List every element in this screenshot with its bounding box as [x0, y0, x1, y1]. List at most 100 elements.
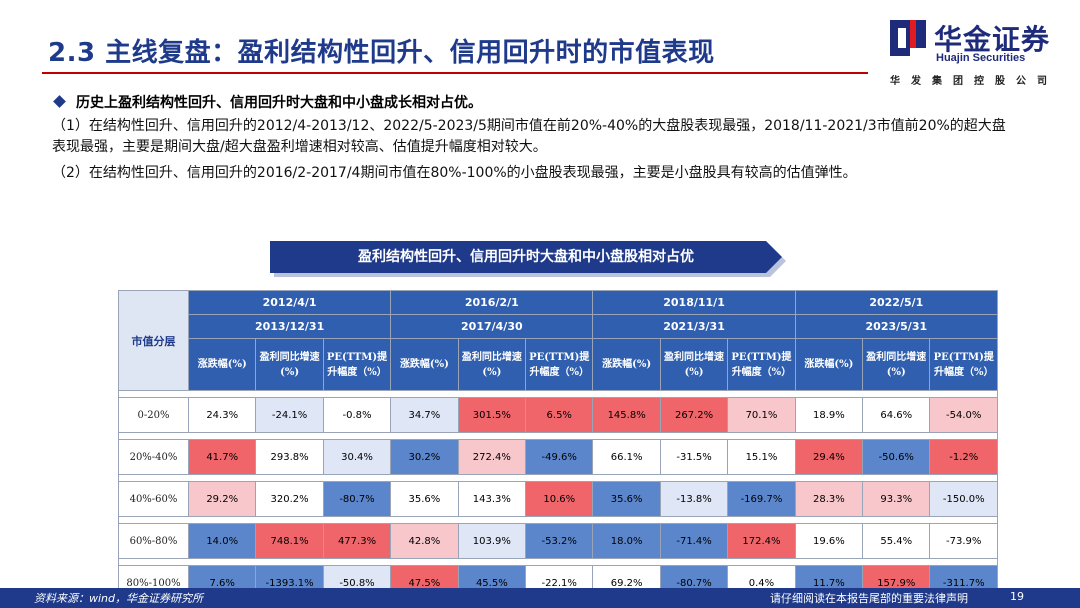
- table-cell: 172.4%: [727, 523, 796, 559]
- period-end-header: 2017/4/30: [390, 314, 594, 339]
- table-cell: 143.3%: [457, 481, 527, 517]
- table-cell: 301.5%: [457, 397, 527, 433]
- table-cell: 55.4%: [862, 523, 931, 559]
- brand-logo: 华金证券 Huajin Securities 华发集团控股公司: [890, 18, 1065, 90]
- table-cell: -71.4%: [659, 523, 729, 559]
- row-label: 20%-40%: [118, 439, 189, 475]
- row-spacer: [118, 558, 998, 566]
- row-label: 0-20%: [118, 397, 189, 433]
- table-cell: 748.1%: [255, 523, 324, 559]
- period-start-header: 2022/5/1: [794, 290, 999, 315]
- metric-header: 盈利同比增速(%): [457, 338, 527, 391]
- row-spacer: [118, 432, 998, 440]
- page-title: 2.3 主线复盘：盈利结构性回升、信用回升时的市值表现: [48, 38, 715, 68]
- table-cell: 29.2%: [187, 481, 257, 517]
- row-spacer: [118, 474, 998, 482]
- metric-header: 涨跌幅(%): [794, 338, 864, 391]
- metric-header: 涨跌幅(%): [390, 338, 459, 391]
- row-spacer: [118, 390, 998, 398]
- metric-header: PE(TTM)提升幅度（%）: [322, 338, 392, 391]
- table-cell: 272.4%: [457, 439, 527, 475]
- table-cell: 93.3%: [862, 481, 931, 517]
- table-cell: 19.6%: [794, 523, 864, 559]
- logo-chinese-name: 华金证券: [934, 23, 1051, 56]
- table-row: 40%-60% 29.2% 320.2% -80.7% 35.6% 143.3% 10.6%…: [118, 481, 998, 517]
- table-banner: 盈利结构性回升、信用回升时大盘和中小盘股相对占优: [270, 241, 790, 281]
- table-cell: 6.5%: [525, 397, 594, 433]
- table-cell: 35.6%: [390, 481, 459, 517]
- table-cell: 66.1%: [592, 439, 661, 475]
- metric-header: 盈利同比增速(%): [659, 338, 729, 391]
- period-end-header: 2023/5/31: [794, 314, 999, 339]
- table-cell: -13.8%: [659, 481, 729, 517]
- table-cell: 15.1%: [727, 439, 796, 475]
- table-cell: 14.0%: [187, 523, 257, 559]
- table-cell: -50.6%: [862, 439, 931, 475]
- period-start-header: 2012/4/1: [187, 290, 392, 315]
- metric-header: PE(TTM)提升幅度（%）: [525, 338, 594, 391]
- row-spacer: [118, 516, 998, 524]
- table-cell: 29.4%: [794, 439, 864, 475]
- table-cell: 30.2%: [390, 439, 459, 475]
- table-row: 20%-40% 41.7% 293.8% 30.4% 30.2% 272.4% -49.6%…: [118, 439, 998, 475]
- table-row: 60%-80% 14.0% 748.1% 477.3% 42.8% 103.9% -53.2…: [118, 523, 998, 559]
- summary-paragraph-1: （1）在结构性回升、信用回升的2012/4-2013/12、2022/5-202…: [52, 118, 1006, 155]
- row-label: 40%-60%: [118, 481, 189, 517]
- table-cell: -73.9%: [929, 523, 998, 559]
- metric-header: 盈利同比增速(%): [255, 338, 324, 391]
- metric-header: 涨跌幅(%): [592, 338, 661, 391]
- logo-subtitle: 华发集团控股公司: [890, 76, 1058, 87]
- huajin-logo-icon: [890, 20, 926, 56]
- table-cell: 28.3%: [794, 481, 864, 517]
- metric-header: 涨跌幅(%): [187, 338, 257, 391]
- table-cell: 24.3%: [187, 397, 257, 433]
- table-cell: 35.6%: [592, 481, 661, 517]
- table-cell: 10.6%: [525, 481, 594, 517]
- summary-paragraph-2: （2）在结构性回升、信用回升的2016/2-2017/4期间市值在80%-100…: [52, 165, 857, 181]
- period-end-header: 2013/12/31: [187, 314, 392, 339]
- table-cell: -80.7%: [322, 481, 392, 517]
- table-cell: 70.1%: [727, 397, 796, 433]
- table-cell: -0.8%: [322, 397, 392, 433]
- table-cell: 18.9%: [794, 397, 864, 433]
- summary-bullet: 历史上盈利结构性回升、信用回升时大盘和中小盘成长相对占优。: [53, 92, 482, 112]
- period-end-header: 2021/3/31: [592, 314, 796, 339]
- banner-title: 盈利结构性回升、信用回升时大盘和中小盘股相对占优: [358, 249, 694, 265]
- table-cell: -150.0%: [929, 481, 998, 517]
- table-cell: 41.7%: [187, 439, 257, 475]
- table-cell: 103.9%: [457, 523, 527, 559]
- table-row: 0-20% 24.3% -24.1% -0.8% 34.7% 301.5% 6.5% 145.…: [118, 397, 998, 433]
- table-cell: -24.1%: [255, 397, 324, 433]
- table-cell: 18.0%: [592, 523, 661, 559]
- table-cell: 267.2%: [659, 397, 729, 433]
- metric-header: PE(TTM)提升幅度（%）: [929, 338, 998, 391]
- table-cell: 293.8%: [255, 439, 324, 475]
- table-cell: -1.2%: [929, 439, 998, 475]
- banner-arrow-shape: [270, 241, 786, 277]
- table-cell: -49.6%: [525, 439, 594, 475]
- table-cell: 42.8%: [390, 523, 459, 559]
- page-number: 19: [1010, 590, 1024, 603]
- row-label: 60%-80%: [118, 523, 189, 559]
- period-start-header: 2016/2/1: [390, 290, 594, 315]
- footer-disclaimer: 请仔细阅读在本报告尾部的重要法律声明: [770, 592, 968, 605]
- table-cell: 30.4%: [322, 439, 392, 475]
- period-start-header: 2018/11/1: [592, 290, 796, 315]
- table-cell: 145.8%: [592, 397, 661, 433]
- title-divider: [42, 72, 868, 74]
- table-cell: -169.7%: [727, 481, 796, 517]
- table-cell: 34.7%: [390, 397, 459, 433]
- corner-header: 市值分层: [118, 290, 189, 391]
- table-cell: 477.3%: [322, 523, 392, 559]
- table-cell: 64.6%: [862, 397, 931, 433]
- metric-header: PE(TTM)提升幅度（%）: [727, 338, 796, 391]
- market-cap-table: 市值分层 2012/4/1 2016/2/1 2018/11/1 2022/5/…: [118, 290, 999, 601]
- logo-english-name: Huajin Securities: [936, 52, 1026, 64]
- table-cell: -31.5%: [659, 439, 729, 475]
- table-cell: -54.0%: [929, 397, 998, 433]
- metric-header: 盈利同比增速(%): [862, 338, 931, 391]
- table-cell: 320.2%: [255, 481, 324, 517]
- diamond-bullet-icon: [53, 95, 66, 108]
- footer-bar: 资料来源：wind，华金证券研究所 请仔细阅读在本报告尾部的重要法律声明 19: [0, 588, 1080, 608]
- table-cell: -53.2%: [525, 523, 594, 559]
